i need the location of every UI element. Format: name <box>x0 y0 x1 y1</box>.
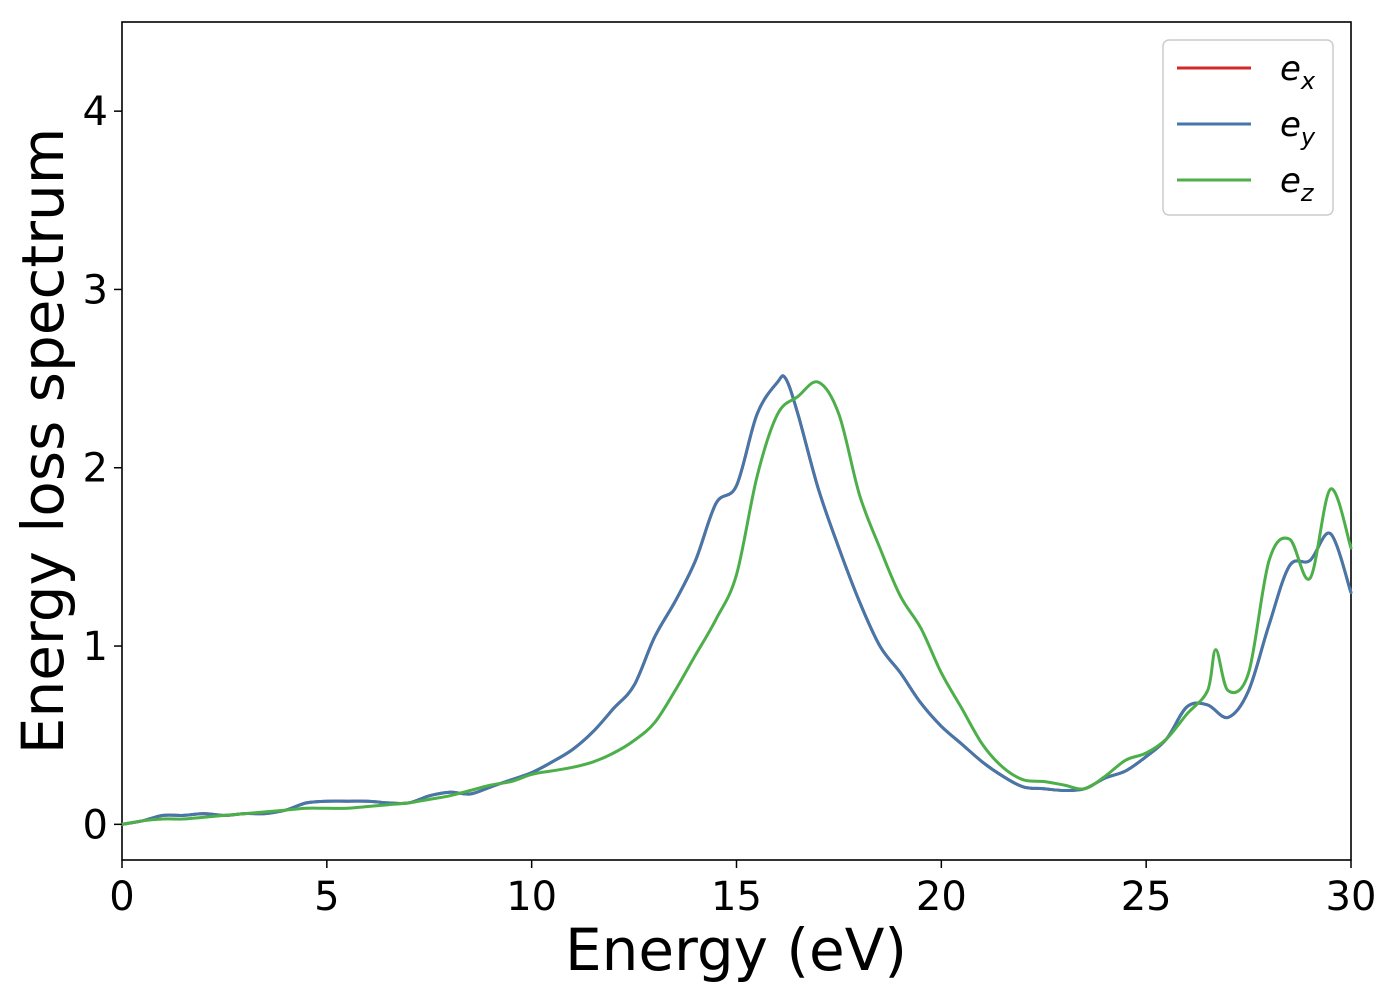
y-tick-label: 4 <box>83 89 108 135</box>
x-tick-label: 25 <box>1121 874 1172 920</box>
legend-label-base: e <box>1280 105 1301 145</box>
series-line-e-z <box>120 380 1353 826</box>
series-layer <box>120 374 1353 826</box>
plot-frame <box>121 21 1352 861</box>
y-tick-label: 2 <box>83 446 108 492</box>
y-tick-label: 1 <box>83 624 108 670</box>
legend-label: ez <box>1280 161 1315 207</box>
series-line-e-y <box>120 374 1353 826</box>
legend-label-subscript: y <box>1300 123 1316 151</box>
y-axis-ticks: 0 1 2 3 4 <box>83 89 122 848</box>
x-tick-label: 20 <box>916 874 967 920</box>
x-tick-label: 5 <box>314 874 339 920</box>
x-tick-label: 15 <box>711 874 762 920</box>
y-axis-label: Energy loss spectrum <box>9 128 77 754</box>
x-tick-label: 10 <box>506 874 557 920</box>
plot-area <box>120 21 1353 861</box>
legend-label-base: e <box>1280 161 1301 201</box>
y-tick-label: 3 <box>83 267 108 313</box>
x-axis-ticks: 0 5 10 15 20 25 30 <box>109 860 1376 920</box>
legend-label-subscript: z <box>1300 179 1315 207</box>
x-tick-label: 0 <box>109 874 134 920</box>
x-tick-label: 30 <box>1326 874 1377 920</box>
y-tick-label: 0 <box>83 802 108 848</box>
legend-label-base: e <box>1280 49 1301 89</box>
x-axis-label: Energy (eV) <box>565 916 907 984</box>
legend-label: ey <box>1280 105 1316 151</box>
legend-label-subscript: x <box>1300 67 1316 95</box>
legend-label: ex <box>1280 49 1316 95</box>
legend-frame <box>1162 39 1334 216</box>
